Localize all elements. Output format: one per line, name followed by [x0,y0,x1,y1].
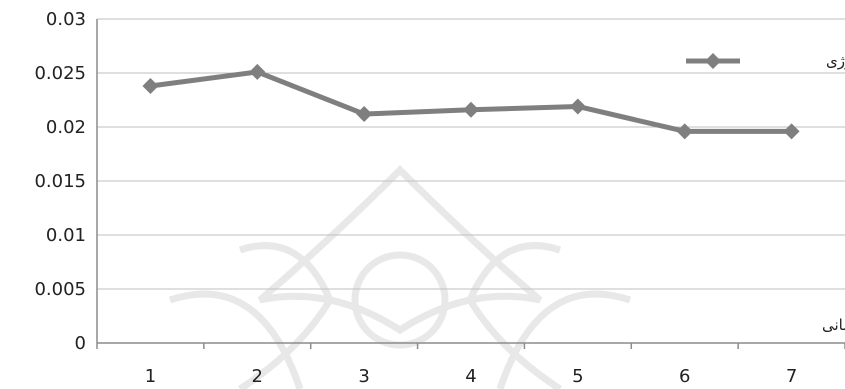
y-tick-label: 0.025 [34,63,86,84]
legend-label: شدت انرژی [826,52,845,70]
data-point-marker [569,98,586,115]
y-tick-label: 0.005 [34,279,86,300]
y-axis-ticks: 0 0.005 0.01 0.015 0.02 0.025 0.03 [34,9,86,354]
data-point-marker [463,101,479,118]
y-tick-label: 0.03 [46,9,86,30]
x-tick-label: 6 [679,366,690,387]
data-point-marker [356,106,373,123]
data-point-marker [142,77,159,94]
x-tick-label: 3 [358,366,369,387]
y-tick-label: 0 [75,333,86,354]
x-tick-label: 4 [465,366,476,387]
y-tick-label: 0.015 [34,171,86,192]
gridlines [96,18,845,349]
y-tick-label: 0.01 [46,225,86,246]
data-point-marker [249,63,266,80]
series-line [150,69,792,134]
y-tick-label: 0.02 [46,117,86,138]
legend: شدت انرژی [686,52,845,70]
data-point-marker [676,123,693,140]
x-axis-ticks: 1 2 3 4 5 6 7 [145,366,798,387]
x-tick-label: 5 [572,366,583,387]
data-point-marker [783,123,800,140]
x-tick-label: 1 [145,366,156,387]
x-tick-label: 2 [252,366,263,387]
x-tick-label: 7 [786,366,797,387]
watermark-ornament [168,165,632,389]
series-layer [142,63,800,140]
legend-diamond-marker [705,53,721,69]
x-axis-label: دوره زمانی [822,316,845,334]
